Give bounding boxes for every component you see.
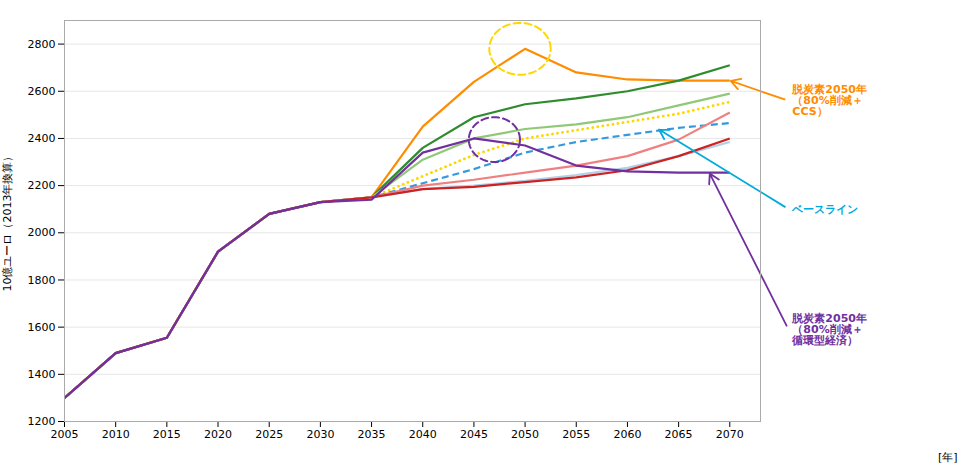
svg-text:10億ユーロ（2013年換算）: 10億ユーロ（2013年換算） [1,151,14,292]
svg-text:2800: 2800 [28,38,56,51]
svg-text:2600: 2600 [28,85,56,98]
svg-text:2050: 2050 [511,428,539,441]
svg-text:2200: 2200 [28,179,56,192]
svg-text:2065: 2065 [665,428,693,441]
svg-text:[年]: [年] [938,451,958,463]
svg-text:2015: 2015 [153,428,181,441]
svg-text:2030: 2030 [306,428,334,441]
svg-text:1800: 1800 [28,273,56,286]
svg-text:2070: 2070 [716,428,744,441]
svg-text:2020: 2020 [204,428,232,441]
svg-text:2040: 2040 [409,428,437,441]
svg-text:2060: 2060 [613,428,641,441]
svg-text:2005: 2005 [51,428,79,441]
svg-text:2010: 2010 [102,428,130,441]
svg-text:1200: 1200 [28,415,56,428]
svg-text:2055: 2055 [562,428,590,441]
svg-text:2000: 2000 [28,226,56,239]
svg-text:脱炭素2050年（80%削減＋循環型経済）: 脱炭素2050年（80%削減＋循環型経済） [791,312,867,347]
svg-text:2035: 2035 [358,428,386,441]
svg-text:2025: 2025 [255,428,283,441]
svg-text:2400: 2400 [28,132,56,145]
svg-text:ベースライン: ベースライン [791,202,858,215]
svg-text:1400: 1400 [28,368,56,381]
svg-text:脱炭素2050年（80%削減＋CCS）: 脱炭素2050年（80%削減＋CCS） [791,83,867,118]
svg-text:1600: 1600 [28,321,56,334]
svg-text:2045: 2045 [460,428,488,441]
